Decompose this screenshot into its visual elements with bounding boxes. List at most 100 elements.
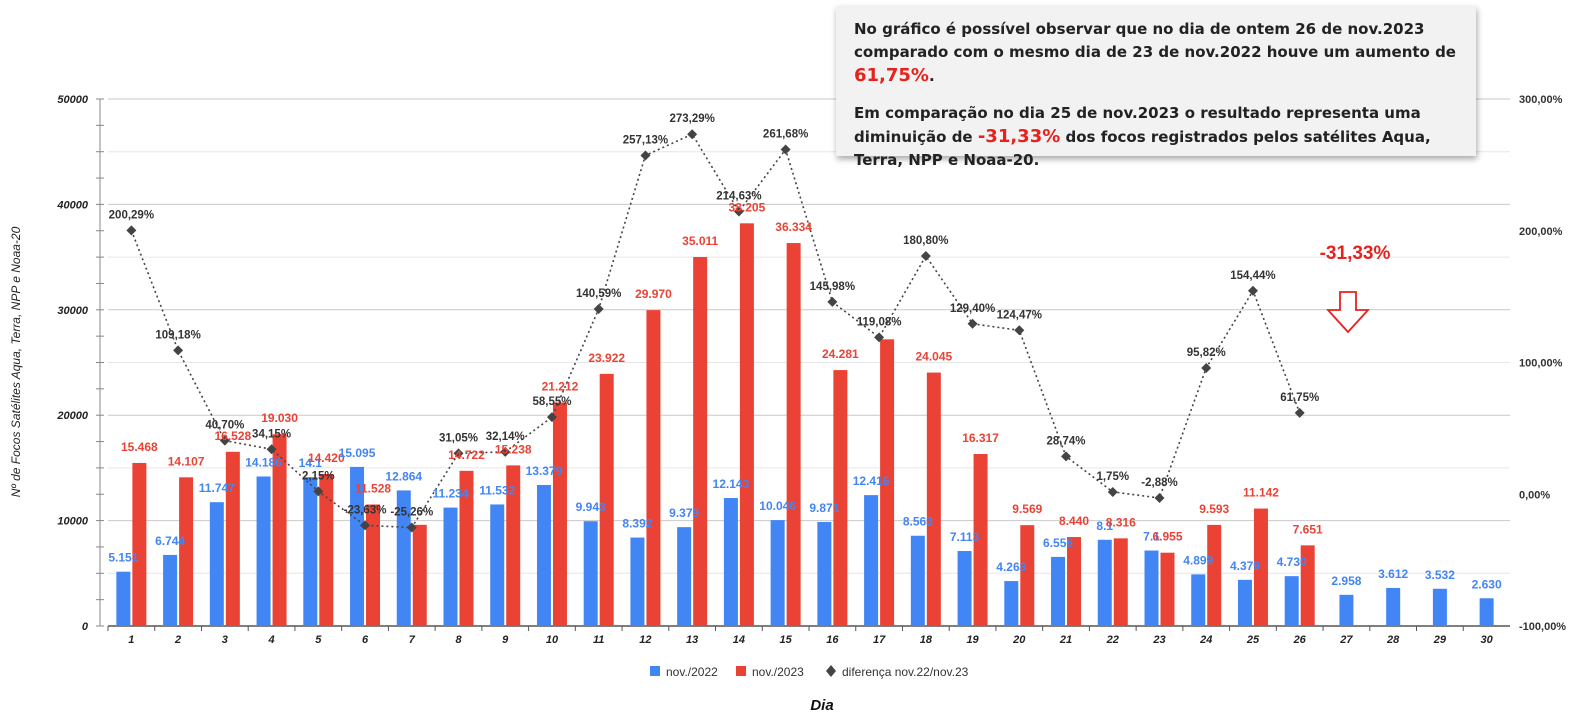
x-tick-label: 26	[1293, 634, 1307, 646]
y2-tick-label: 200,00%	[1519, 226, 1563, 238]
data-label-nov-2022: 11.747	[199, 481, 235, 495]
bar-nov-2022	[1051, 556, 1066, 626]
data-label-difference: 1,75%	[1096, 471, 1129, 483]
x-tick-label: 22	[1106, 634, 1119, 646]
bar-nov-2023	[1207, 524, 1222, 626]
gridlines	[108, 98, 1510, 627]
y2-tick-label: 100,00%	[1519, 358, 1563, 370]
annotation: -31,33%	[1320, 243, 1390, 334]
bar-nov-2022	[723, 498, 738, 626]
data-label-nov-2022: 13.379	[526, 464, 563, 478]
data-label-nov-2022: 12.143	[713, 477, 750, 491]
bar-nov-2023	[599, 373, 614, 626]
data-label-nov-2022: 11.234	[432, 487, 468, 501]
bar-nov-2023	[179, 477, 194, 626]
bar-nov-2022	[957, 551, 972, 626]
data-label-nov-2022: 15.095	[339, 446, 376, 460]
data-label-nov-2023: 9.569	[1012, 502, 1042, 516]
bar-nov-2023	[319, 474, 334, 626]
data-label-nov-2023: 23.922	[588, 351, 625, 365]
difference-marker	[313, 486, 324, 497]
y-tick-label: 10000	[57, 516, 88, 528]
difference-marker	[827, 296, 838, 307]
data-label-difference: 58,55%	[532, 396, 571, 408]
bar-nov-2022	[1191, 574, 1206, 626]
x-tick-label: 27	[1339, 634, 1353, 646]
x-tick-label: 2	[174, 634, 181, 646]
difference-marker	[1107, 486, 1118, 497]
data-label-difference: 61,75%	[1280, 392, 1319, 404]
y2-tick-label: 300,00%	[1519, 94, 1563, 106]
bar-nov-2023	[833, 370, 848, 626]
data-label-difference: -23,63%	[344, 504, 387, 516]
data-label-difference: 34,15%	[252, 428, 291, 440]
data-label-nov-2022: 8.392	[622, 517, 652, 531]
x-axis-title: Dia	[810, 697, 833, 714]
data-label-difference: 28,74%	[1047, 435, 1086, 447]
legend-swatch-nov-2022	[650, 666, 660, 676]
note-paragraph-2: Em comparação no dia 25 de nov.2023 o re…	[854, 104, 1431, 169]
bar-nov-2022	[1432, 588, 1447, 626]
data-label-nov-2022: 9.379	[669, 506, 699, 520]
bar-nov-2022	[1144, 550, 1159, 626]
difference-marker	[360, 520, 371, 531]
x-tick-label: 5	[315, 634, 322, 646]
legend: nov./2022 nov./2023 diferença nov.22/nov.2…	[650, 665, 969, 679]
x-tick-label: 4	[268, 634, 275, 646]
bar-nov-2022	[256, 476, 271, 626]
x-tick-label: 28	[1386, 634, 1400, 646]
data-label-nov-2023: 6.955	[1152, 530, 1182, 544]
bar-nov-2022	[1004, 581, 1019, 626]
data-label-nov-2023: 29.970	[635, 287, 672, 301]
bar-nov-2022	[1339, 594, 1354, 626]
data-label-difference: 261,68%	[763, 128, 808, 140]
data-label-nov-2022: 8.1	[1096, 519, 1113, 533]
x-tick-label: 3	[222, 634, 228, 646]
data-label-nov-2022: 6.744	[155, 534, 185, 548]
data-label-nov-2022: 12.864	[385, 469, 422, 483]
data-label-difference: 200,29%	[109, 209, 154, 221]
data-label-nov-2022: 3.532	[1425, 568, 1455, 582]
bar-nov-2022	[490, 504, 505, 626]
data-label-nov-2022: 12.416	[853, 474, 890, 488]
data-labels: 5.151 15.468 6.744 14.107 11.747 16.528 14.186…	[108, 113, 1502, 591]
data-label-nov-2023: 24.281	[822, 347, 859, 361]
x-tick-label: 29	[1433, 634, 1447, 646]
x-tick-label: 11	[593, 634, 604, 646]
x-tick-label: 14	[733, 634, 745, 646]
data-label-difference: -2,88%	[1141, 477, 1177, 489]
x-tick-label: 23	[1152, 634, 1165, 646]
data-label-nov-2023: 14.722	[448, 448, 485, 462]
difference-marker	[874, 332, 885, 343]
bar-nov-2023	[132, 462, 147, 626]
data-label-difference: 40,70%	[205, 420, 244, 432]
data-label-nov-2023: 11.142	[1243, 486, 1279, 500]
data-label-nov-2022: 14.186	[245, 455, 282, 469]
data-label-difference: -25,26%	[390, 507, 433, 519]
data-label-nov-2023: 24.045	[915, 350, 952, 364]
data-label-difference: 109,18%	[155, 329, 200, 341]
data-label-nov-2023: 19.030	[261, 411, 298, 425]
bar-nov-2022	[1386, 587, 1401, 626]
bar-nov-2022	[864, 495, 879, 626]
data-label-nov-2023: 16.317	[962, 431, 999, 445]
data-label-nov-2022: 8.563	[903, 515, 933, 529]
difference-marker	[500, 446, 511, 457]
bar-nov-2022	[303, 477, 318, 626]
bar-nov-2022	[817, 521, 832, 626]
bar-nov-2022	[630, 537, 645, 626]
difference-marker	[733, 206, 744, 217]
data-label-difference: 145,98%	[810, 281, 855, 293]
x-tick-label: 10	[546, 634, 559, 646]
y2-tick-label: 0,00%	[1519, 489, 1550, 501]
bar-nov-2023	[459, 470, 474, 626]
data-label-nov-2023: 36.334	[775, 220, 812, 234]
bar-nov-2022	[116, 571, 131, 626]
data-label-nov-2022: 11.532	[479, 483, 515, 497]
bar-nov-2023	[739, 223, 754, 626]
x-tick-label: 30	[1481, 634, 1494, 646]
data-label-nov-2023: 8.316	[1106, 515, 1136, 529]
data-label-nov-2022: 4.379	[1230, 559, 1260, 573]
data-label-difference: 31,05%	[439, 432, 478, 444]
